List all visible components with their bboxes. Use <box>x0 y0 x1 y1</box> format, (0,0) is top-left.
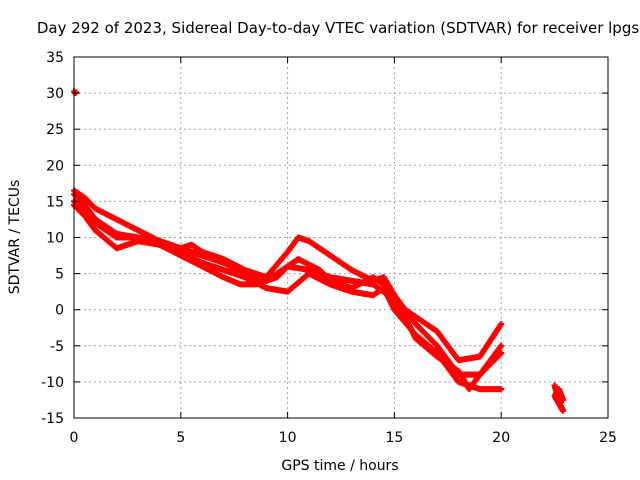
x-tick-label: 15 <box>385 430 403 446</box>
x-tick-label: 25 <box>599 430 617 446</box>
axis-ticks: 0 5 10 15 20 25 -15 -10 -5 0 5 10 15 20 25 30 35 <box>41 50 617 446</box>
y-tick-label: 25 <box>46 122 64 138</box>
y-tick-label: 5 <box>55 267 64 283</box>
y-tick-label: -10 <box>41 375 64 391</box>
y-tick-label: 35 <box>46 50 64 66</box>
y-axis-label: SDTVAR / TECUs <box>7 180 23 295</box>
x-tick-label: 20 <box>492 430 510 446</box>
data-point <box>498 321 505 328</box>
data-marks <box>71 88 567 414</box>
data-point <box>560 396 567 403</box>
series-arc-d <box>71 191 505 393</box>
y-tick-label: 0 <box>55 303 64 319</box>
data-point <box>498 350 505 357</box>
data-point <box>498 342 505 349</box>
grid <box>74 57 608 418</box>
y-tick-label: 20 <box>46 158 64 174</box>
y-tick-label: 30 <box>46 86 64 102</box>
y-tick-label: 15 <box>46 194 64 210</box>
chart-title: Day 292 of 2023, Sidereal Day-to-day VTE… <box>37 19 640 37</box>
y-tick-label: -5 <box>50 339 64 355</box>
x-axis-label: GPS time / hours <box>281 458 398 474</box>
x-tick-label: 0 <box>70 430 79 446</box>
series-late-cluster <box>551 382 567 414</box>
y-tick-label: -15 <box>41 411 64 427</box>
y-tick-label: 10 <box>46 231 64 247</box>
x-tick-label: 10 <box>279 430 297 446</box>
x-tick-label: 5 <box>176 430 185 446</box>
data-point <box>498 386 505 393</box>
